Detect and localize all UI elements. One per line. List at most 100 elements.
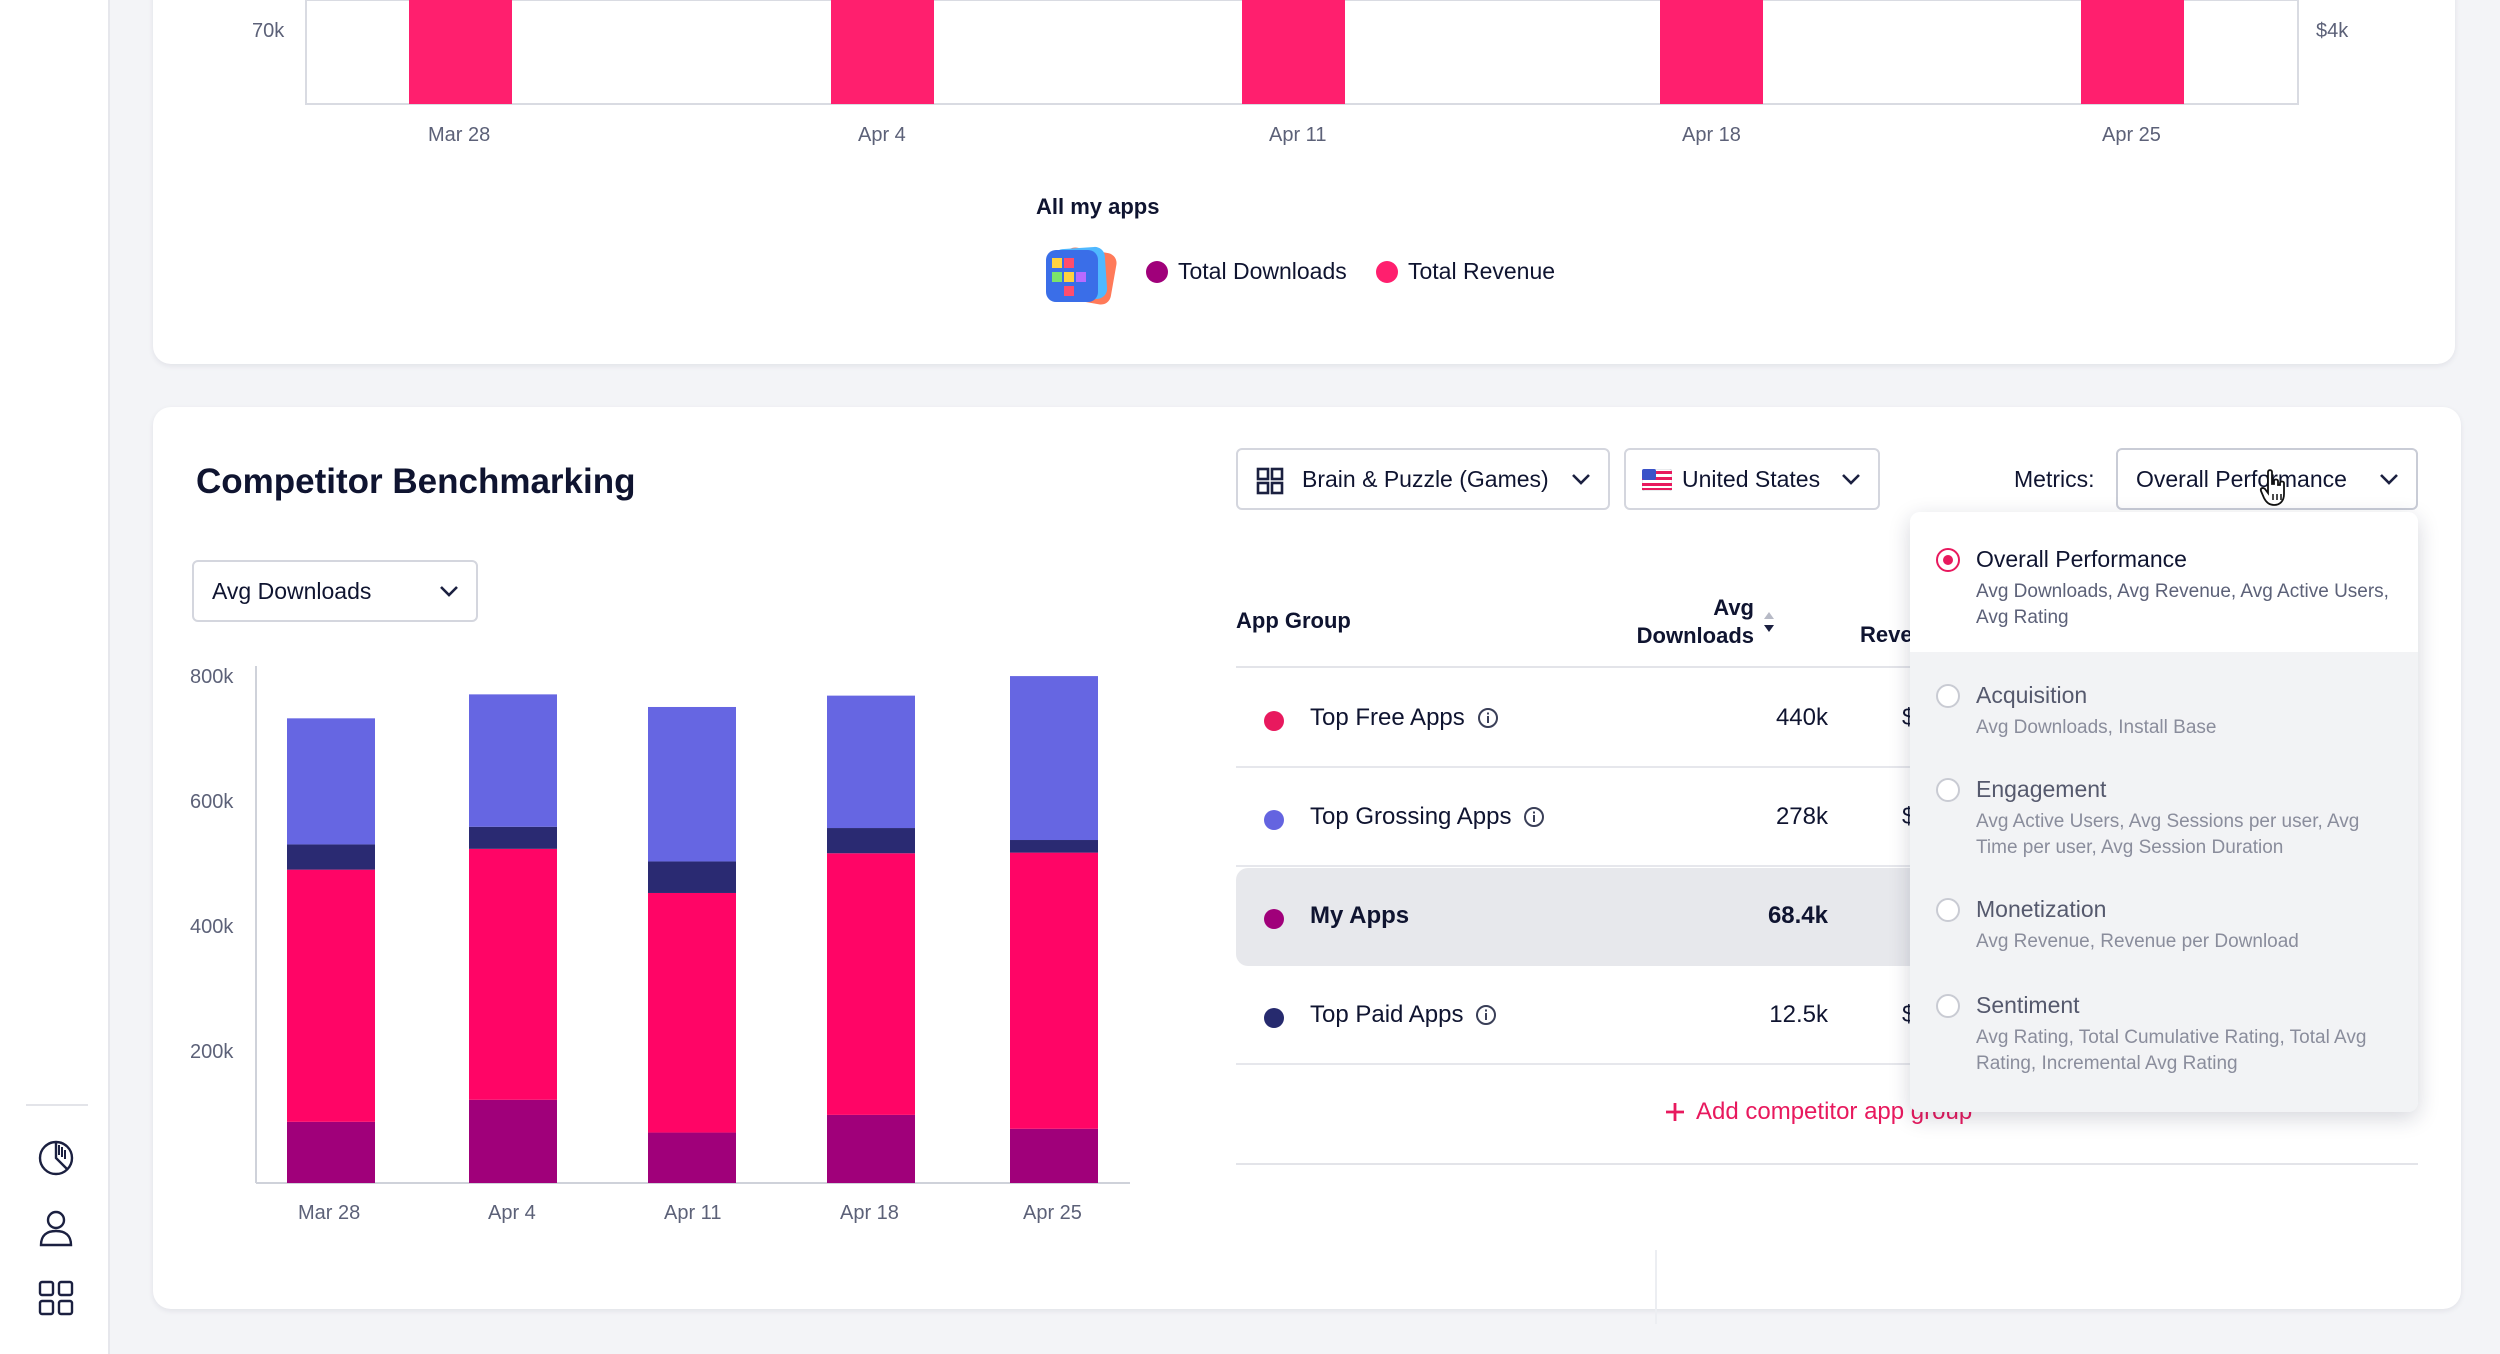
bar-segment[interactable] <box>1010 1128 1098 1183</box>
bar-segment[interactable] <box>469 1099 557 1183</box>
chart-pie-icon[interactable] <box>34 1136 78 1180</box>
bar-segment[interactable] <box>469 826 557 849</box>
row-label: Top Paid Apps <box>1310 1001 1464 1028</box>
bar-segment[interactable] <box>648 706 736 862</box>
hand-cursor-icon <box>2259 469 2285 506</box>
bar-segment[interactable] <box>1010 852 1098 1129</box>
metrics-option-engagement[interactable]: Engagement Avg Active Users, Avg Session… <box>1910 750 2418 872</box>
option-label: Engagement <box>1976 776 2107 802</box>
metrics-option-acquisition[interactable]: Acquisition Avg Downloads, Install Base <box>1910 652 2418 750</box>
column-header-avg-downloads[interactable]: Avg Downloads <box>1624 594 1754 650</box>
legend-dot <box>1146 260 1168 283</box>
radio-unselected <box>1936 778 1960 802</box>
metrics-option-monetization[interactable]: Monetization Avg Revenue, Revenue per Do… <box>1910 872 2418 970</box>
metric-select[interactable]: Avg Downloads <box>192 560 478 622</box>
bar-segment[interactable] <box>648 892 736 1133</box>
column-header-app-group: App Group <box>1236 608 1351 633</box>
bar-segment[interactable] <box>827 1114 915 1183</box>
bar-segment[interactable] <box>1010 676 1098 841</box>
overview-x-tick: Mar 28 <box>428 124 491 146</box>
row-name: My Apps <box>1310 902 1409 930</box>
row-avg-downloads: 278k <box>1775 803 1828 830</box>
metrics-select-value: Overall Performance <box>2136 465 2347 492</box>
overview-bar <box>831 0 934 104</box>
row-avg-downloads: 440k <box>1775 704 1828 731</box>
overview-bar <box>409 0 512 104</box>
overview-bar <box>1660 0 1763 104</box>
metrics-option-sentiment[interactable]: Sentiment Avg Rating, Total Cumulative R… <box>1910 970 2418 1112</box>
user-icon[interactable] <box>34 1206 78 1250</box>
option-description: Avg Downloads, Install Base <box>1976 717 2217 738</box>
option-label: Sentiment <box>1976 992 2080 1018</box>
overview-y-tick-left: 70k <box>252 20 285 42</box>
row-label: My Apps <box>1310 902 1410 929</box>
bar-segment[interactable] <box>827 695 915 829</box>
table-header-divider <box>1236 666 1976 668</box>
y-tick-label: 400k <box>190 916 234 938</box>
sidebar-divider <box>26 1104 88 1106</box>
column-header-revenue: Reve <box>1860 622 1913 647</box>
table-row[interactable]: Top Paid Apps 12.5k $ <box>1236 967 1976 1065</box>
chevron-down-icon <box>1572 474 1590 485</box>
x-tick-label: Apr 18 <box>840 1202 899 1224</box>
option-label: Overall Performance <box>1976 546 2187 572</box>
bar-segment[interactable] <box>469 848 557 1100</box>
metrics-select[interactable]: Overall Performance <box>2116 448 2418 510</box>
x-tick-label: Apr 25 <box>1023 1202 1082 1224</box>
sort-icon[interactable] <box>1762 610 1776 634</box>
overview-x-tick: Apr 11 <box>1269 124 1327 146</box>
bar-segment[interactable] <box>287 1121 375 1183</box>
bar-segment[interactable] <box>827 853 915 1115</box>
us-flag-icon <box>1642 469 1672 491</box>
info-icon[interactable] <box>1475 1004 1497 1026</box>
bar-segment[interactable] <box>469 694 557 827</box>
category-select[interactable]: Brain & Puzzle (Games) <box>1236 448 1610 510</box>
legend-title: All my apps <box>1036 194 1160 219</box>
metrics-option-overall-performance[interactable]: Overall Performance Avg Downloads, Avg R… <box>1910 512 2418 652</box>
row-label: Top Grossing Apps <box>1310 803 1512 830</box>
overview-x-tick: Apr 25 <box>2102 124 2161 146</box>
row-avg-downloads: 12.5k <box>1769 1001 1828 1028</box>
metrics-label: Metrics: <box>2014 466 2095 492</box>
chevron-down-icon <box>1842 474 1860 485</box>
legend-label: Total Revenue <box>1408 258 1556 284</box>
metric-select-value: Avg Downloads <box>212 577 372 604</box>
chevron-down-icon <box>440 586 458 597</box>
option-description: Avg Active Users, Avg Sessions per user,… <box>1976 811 2360 858</box>
y-tick-label: 800k <box>190 666 234 688</box>
bar-segment[interactable] <box>287 718 375 845</box>
y-tick-label: 200k <box>190 1041 234 1063</box>
option-description: Avg Revenue, Revenue per Download <box>1976 931 2299 952</box>
legend-dot <box>1376 260 1398 283</box>
row-color-dot <box>1264 810 1284 830</box>
bar-segment[interactable] <box>287 844 375 870</box>
row-name: Top Grossing Apps <box>1310 803 1545 831</box>
radio-unselected <box>1936 684 1960 708</box>
legend-item-total-revenue[interactable]: Total Revenue <box>1376 258 1555 285</box>
bar-segment[interactable] <box>648 861 736 893</box>
legend-item-total-downloads[interactable]: Total Downloads <box>1146 258 1347 285</box>
row-label: Top Free Apps <box>1310 704 1465 731</box>
overview-x-tick: Apr 18 <box>1682 124 1741 146</box>
row-color-dot <box>1264 909 1284 929</box>
bar-segment[interactable] <box>648 1132 736 1183</box>
info-icon[interactable] <box>1523 806 1545 828</box>
apps-grid-icon[interactable] <box>34 1276 78 1320</box>
row-name: Top Paid Apps <box>1310 1001 1497 1029</box>
option-description: Avg Downloads, Avg Revenue, Avg Active U… <box>1976 581 2389 628</box>
x-tick-label: Apr 4 <box>488 1202 536 1224</box>
bar-segment[interactable] <box>287 869 375 1122</box>
info-icon[interactable] <box>1477 707 1499 729</box>
bar-segment[interactable] <box>827 828 915 854</box>
table-row[interactable]: Top Free Apps 440k $ <box>1236 670 1976 768</box>
bar-segment[interactable] <box>1010 840 1098 853</box>
chevron-down-icon <box>2380 474 2398 485</box>
column-header-line: Downloads <box>1636 623 1754 648</box>
radio-unselected <box>1936 994 1960 1018</box>
table-row-my-apps[interactable]: My Apps 68.4k <box>1236 868 1976 966</box>
table-row[interactable]: Top Grossing Apps 278k $ <box>1236 769 1976 867</box>
country-select[interactable]: United States <box>1624 448 1880 510</box>
radio-unselected <box>1936 898 1960 922</box>
sidebar <box>0 0 110 1354</box>
overview-y-tick-right: $4k <box>2316 20 2349 42</box>
